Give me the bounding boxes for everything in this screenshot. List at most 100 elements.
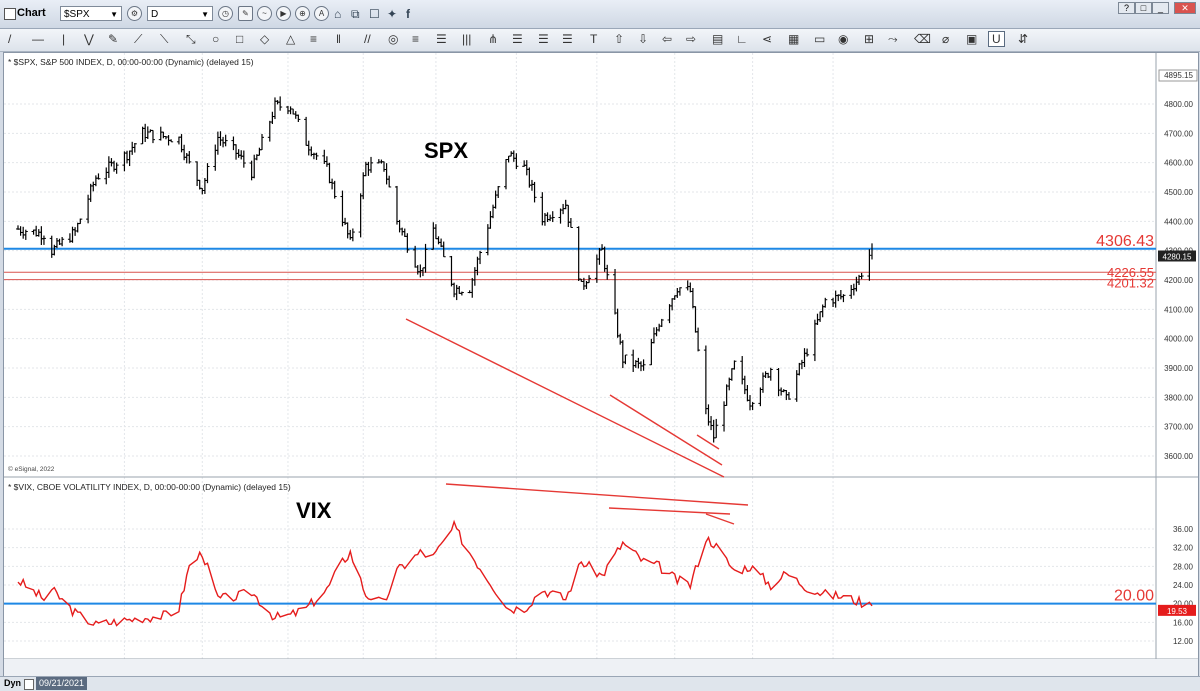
delete-drawing-icon[interactable]: ⌫: [914, 32, 931, 46]
channel-tool-icon[interactable]: ≡: [310, 32, 318, 46]
speed-lines-tool-icon[interactable]: ⟍: [160, 32, 169, 46]
fan-tool-icon[interactable]: ⟋: [134, 32, 143, 46]
spx-last-price-tag: 4280.15: [1163, 252, 1192, 261]
copy-icon[interactable]: ⧉: [351, 7, 360, 21]
draw-pen-icon[interactable]: ✎: [238, 6, 253, 21]
vix-series-line: [17, 519, 873, 627]
watermark: © eSignal, 2022: [8, 465, 55, 473]
gann-tool-icon[interactable]: ⤡: [186, 32, 196, 46]
cycles-tool-icon[interactable]: ☰: [562, 32, 573, 46]
fib-time-tool-icon[interactable]: |||: [462, 32, 472, 46]
window-titlebar: Chart $SPX ▼ D ▼ ⚙ ◷ ✎ ~ ▶ ⊕ A ⌂ ⧉ ☐ ✦ f…: [0, 0, 1200, 29]
vix-y-tick-label: 32.00: [1173, 544, 1194, 553]
level-value-label: 4306.43: [1096, 233, 1154, 250]
spx-y-tick-label: 3900.00: [1164, 364, 1193, 373]
andrews-pitchfork-tool-icon[interactable]: ⋔: [488, 32, 499, 46]
chevron-down-icon[interactable]: ▼: [201, 10, 209, 19]
symbol-value: $SPX: [64, 9, 90, 20]
arrow-left-tool-icon[interactable]: ⇦: [662, 32, 673, 46]
properties-tool-icon[interactable]: ▣: [966, 32, 978, 46]
vix-y-tick-label: 20.00: [1173, 600, 1194, 609]
vix-last-price-tag: 19.53: [1167, 607, 1188, 616]
dynamic-mode-label[interactable]: Dyn: [4, 678, 22, 688]
chart-area[interactable]: * $SPX, S&P 500 INDEX, D, 00:00-00:00 (D…: [3, 52, 1199, 678]
interval-select[interactable]: D ▼: [147, 6, 213, 21]
fib-retrace-tool-icon[interactable]: ≡: [412, 32, 420, 46]
spx-y-tick-label: 3600.00: [1164, 452, 1193, 461]
text-tool-icon[interactable]: T: [590, 32, 598, 46]
eraser-tool-icon[interactable]: ◇: [260, 32, 270, 46]
link-icon[interactable]: ⚙: [127, 6, 142, 21]
clock-icon[interactable]: ◷: [218, 6, 233, 21]
interval-value: D: [151, 9, 159, 20]
vix-trendline-1: [445, 483, 749, 506]
bottom-status-bar: Dyn 09/21/2021: [0, 676, 1200, 691]
erase-all-icon[interactable]: ⌀: [942, 32, 950, 46]
level-value-label: 4226.55: [1107, 265, 1154, 280]
toggle-icon[interactable]: [24, 679, 34, 690]
fan-lines-tool-icon[interactable]: ⋖: [762, 32, 773, 46]
drawing-toolbar: / — | ⋁ ✎ ⟋ ⟍ ⤡ ○ □ ◇ △ ≡ ǁ // ◎ ≡ ☰ |||…: [0, 29, 1200, 52]
restore-chart-button[interactable]: □: [1135, 2, 1152, 14]
vix-trendline-2: [608, 507, 731, 515]
levels-tool-icon[interactable]: ☰: [512, 32, 523, 46]
vix-pane-header: * $VIX, CBOE VOLATILITY INDEX, D, 00:00-…: [8, 482, 291, 492]
spx-trendline-2: [609, 394, 723, 466]
play-icon[interactable]: ▶: [276, 6, 291, 21]
target-tool-icon[interactable]: ◎: [388, 32, 399, 46]
spx-y-tick-label: 4800.00: [1164, 100, 1193, 109]
start-date-label[interactable]: 09/21/2021: [36, 677, 88, 690]
help-button[interactable]: ?: [1118, 2, 1135, 14]
alert-icon[interactable]: A: [314, 6, 329, 21]
note-tool-icon[interactable]: ▤: [712, 32, 724, 46]
triangle-tool-icon[interactable]: △: [286, 32, 296, 46]
vix-y-tick-label: 28.00: [1173, 562, 1194, 571]
eye-tool-icon[interactable]: ◉: [838, 32, 849, 46]
spx-y-tick-label: 4100.00: [1164, 305, 1193, 314]
comment-icon[interactable]: ☐: [369, 7, 380, 21]
rectangle-tool-icon[interactable]: □: [236, 32, 244, 46]
ellipse-tool-icon[interactable]: ○: [212, 32, 220, 46]
arrow-down-tool-icon[interactable]: ⇩: [638, 32, 649, 46]
zigzag-tool-icon[interactable]: ⋁: [84, 32, 94, 46]
tag-icon[interactable]: ⌂: [334, 7, 342, 21]
vertical-line-tool-icon[interactable]: |: [62, 32, 66, 46]
hide-tool-icon[interactable]: ▭: [814, 32, 826, 46]
study-icon[interactable]: ~: [257, 6, 272, 21]
spx-y-tick-label: 4200.00: [1164, 276, 1193, 285]
regression-tool-icon[interactable]: ☰: [538, 32, 549, 46]
fit-tool-icon[interactable]: ⊞: [864, 32, 875, 46]
zigzag-auto-tool-icon[interactable]: ⤳: [888, 32, 898, 46]
parallel-tool-icon[interactable]: //: [364, 32, 371, 46]
spx-y-tick-label: 4700.00: [1164, 129, 1193, 138]
symbol-input[interactable]: $SPX ▼: [60, 6, 122, 21]
spx-y-tick-label: 4600.00: [1164, 159, 1193, 168]
spx-y-tick-label: 4500.00: [1164, 188, 1193, 197]
level-value-label: 4201.32: [1107, 276, 1154, 291]
window-title: Chart: [17, 7, 46, 19]
close-button[interactable]: ✕: [1174, 2, 1196, 14]
ticks-tool-icon[interactable]: ǁ: [336, 32, 341, 46]
minimize-button[interactable]: _: [1152, 2, 1169, 14]
facebook-icon[interactable]: f: [406, 7, 410, 21]
vix-big-label: VIX: [296, 498, 332, 523]
spx-y-tick-label: 4400.00: [1164, 217, 1193, 226]
spx-axis-top-label: 4895.15: [1164, 71, 1193, 80]
grid-tool-icon[interactable]: ▦: [788, 32, 800, 46]
magnet-tool-icon[interactable]: U: [988, 31, 1005, 47]
horizontal-line-tool-icon[interactable]: —: [32, 32, 44, 46]
spx-trendline-3: [696, 434, 720, 450]
zoom-icon[interactable]: ⊕: [295, 6, 310, 21]
chevron-down-icon[interactable]: ▼: [110, 10, 118, 19]
twitter-icon[interactable]: ✦: [387, 7, 398, 21]
arrow-right-tool-icon[interactable]: ⇨: [686, 32, 697, 46]
fib-extension-tool-icon[interactable]: ☰: [436, 32, 447, 46]
lock-tool-icon[interactable]: ⇵: [1018, 32, 1029, 46]
vix-trendline-3: [705, 513, 735, 525]
trendline-tool-icon[interactable]: /: [8, 32, 12, 46]
price-chart[interactable]: * $SPX, S&P 500 INDEX, D, 00:00-00:00 (D…: [4, 53, 1198, 677]
arrow-up-tool-icon[interactable]: ⇧: [614, 32, 625, 46]
angle-tool-icon[interactable]: ∟: [736, 32, 748, 46]
level-value-label: 20.00: [1114, 588, 1154, 605]
pencil-tool-icon[interactable]: ✎: [108, 32, 119, 46]
